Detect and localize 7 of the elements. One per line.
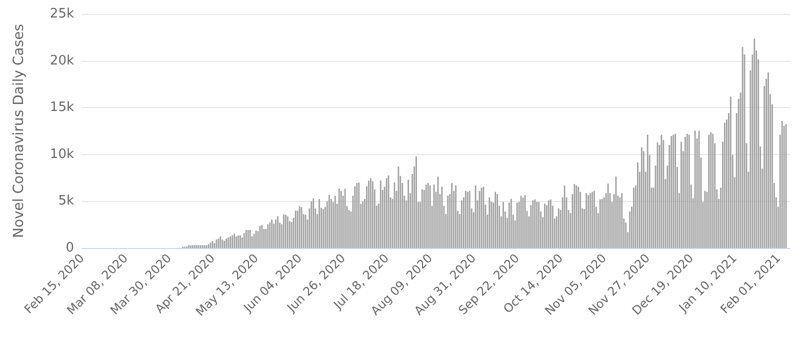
y-tick-label: 25k: [50, 6, 74, 22]
y-tick-label: 10k: [50, 146, 74, 162]
y-tick-label: 15k: [50, 100, 74, 116]
y-axis-title: Novel Coronavirus Daily Cases: [11, 24, 27, 238]
y-tick-label: 20k: [50, 53, 74, 68]
y-tick-label: 0: [66, 240, 74, 256]
y-tick-label: 5k: [58, 194, 74, 209]
